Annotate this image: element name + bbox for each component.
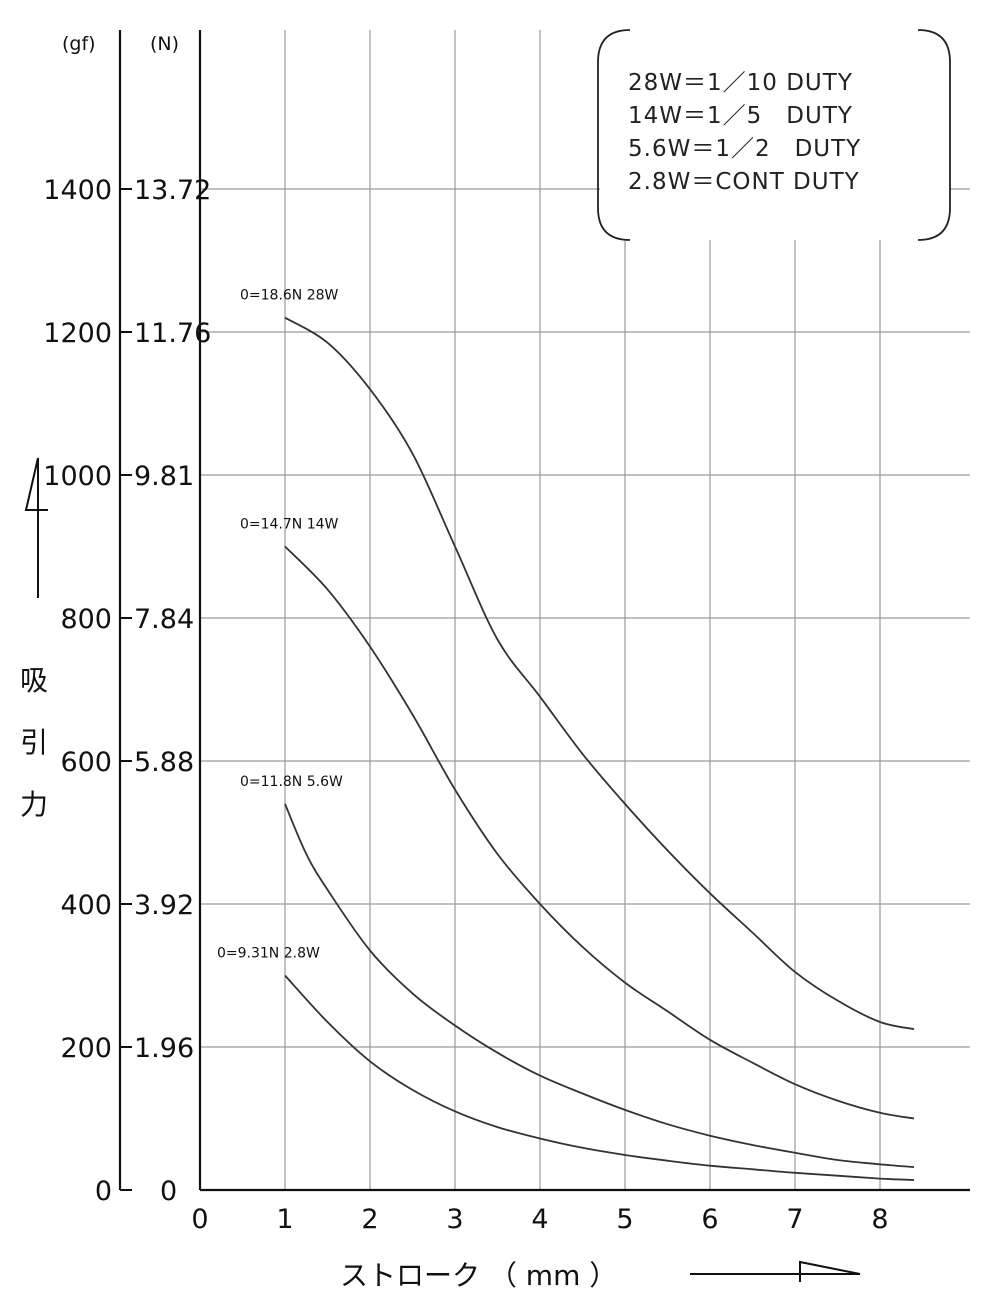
up-arrow-icon [24, 457, 48, 598]
x-tick-label: 6 [701, 1204, 718, 1235]
series-line-2 [284, 803, 915, 1168]
legend: 28W＝1／10 DUTY 14W＝1／5 DUTY 5.6W＝1／2 DUTY… [597, 29, 951, 241]
x-tick-label: 0 [191, 1204, 208, 1235]
series-line-3 [284, 974, 915, 1181]
y-tick-label-gf: 1400 [43, 175, 112, 206]
y-axis-title: 吸引力 [20, 664, 48, 821]
x-tick-label: 2 [361, 1204, 378, 1235]
y-tick-label-n: 13.72 [134, 175, 211, 206]
y-tick-label-n: 3.92 [134, 890, 194, 921]
axes [118, 30, 970, 1192]
y-tick-label-n: 9.81 [134, 461, 194, 492]
series-label-1: 0=14.7N 14W [240, 517, 339, 533]
y-tick-label-n: 1.96 [134, 1033, 194, 1064]
y-tick-label-gf: 800 [60, 604, 112, 635]
legend-left-bracket [597, 29, 631, 241]
series-line-1 [284, 545, 915, 1120]
y-tick-label-gf: 1000 [43, 461, 112, 492]
legend-entry: 14W＝1／5 DUTY [628, 103, 853, 129]
series-label-2: 0=11.8N 5.6W [240, 774, 343, 790]
y-tick-label-n: 11.76 [134, 318, 211, 349]
x-axis-title: ストローク （ mm ） [340, 1259, 617, 1292]
x-axis-title-group: ストローク （ mm ） [340, 1259, 861, 1292]
y-tick-label-gf: 600 [60, 747, 112, 778]
x-tick-label: 4 [531, 1204, 548, 1235]
series-lines [284, 316, 915, 1181]
legend-entry: 5.6W＝1／2 DUTY [628, 136, 861, 162]
x-tick-label: 8 [871, 1204, 888, 1235]
y-axis-title-group: 吸引力 [20, 457, 48, 821]
right-arrow-icon [690, 1260, 861, 1282]
series-labels: 0=18.6N 28W 0=14.7N 14W 0=11.8N 5.6W 0=9.31… [217, 288, 343, 962]
y-tick-label-gf: 200 [60, 1033, 112, 1064]
x-tick-label: 3 [446, 1204, 463, 1235]
series-line-0 [284, 316, 915, 1030]
y-tick-label-gf: 0 [95, 1176, 112, 1207]
x-tick-label: 1 [276, 1204, 293, 1235]
x-tick-label: 7 [786, 1204, 803, 1235]
series-label-0: 0=18.6N 28W [240, 288, 339, 304]
y-unit-n: (N) [150, 33, 179, 55]
y-unit-gf: (gf) [62, 33, 96, 55]
y-tick-label-gf: 1200 [43, 318, 112, 349]
legend-entry: 2.8W＝CONT DUTY [628, 169, 860, 195]
y-tick-label-gf: 400 [60, 890, 112, 921]
legend-entry: 28W＝1／10 DUTY [628, 70, 853, 96]
legend-right-bracket [917, 29, 951, 241]
series-label-3: 0=9.31N 2.8W [217, 946, 320, 962]
y-tick-label-n: 5.88 [134, 747, 194, 778]
y-tick-label-n: 7.84 [134, 604, 194, 635]
x-tick-label: 5 [616, 1204, 633, 1235]
y-tick-label-n: 0 [160, 1176, 177, 1207]
